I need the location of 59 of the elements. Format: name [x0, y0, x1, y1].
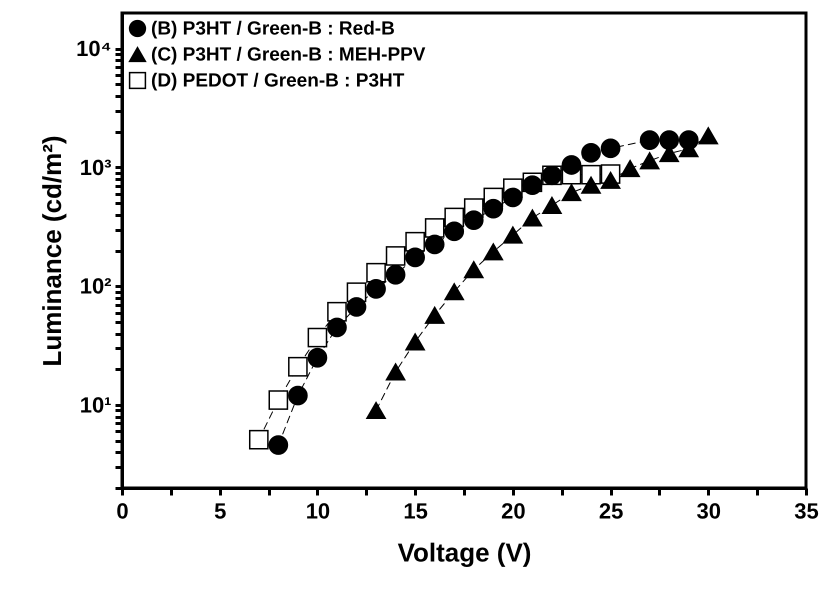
x-tick-label: 15 [403, 498, 428, 524]
x-tick-label: 5 [214, 498, 226, 524]
point [268, 435, 288, 455]
point [678, 130, 699, 150]
point [386, 246, 406, 266]
point [503, 226, 523, 244]
point [698, 127, 718, 144]
point [327, 318, 347, 338]
legend-label: (D) PEDOT / Green-B : P3HT [151, 70, 405, 92]
point [308, 348, 328, 368]
point [522, 209, 542, 227]
point [346, 297, 366, 317]
point [600, 138, 620, 158]
point [640, 152, 660, 170]
point [581, 142, 601, 163]
point [288, 386, 308, 406]
point [659, 130, 680, 150]
point [444, 222, 464, 242]
point [386, 264, 406, 285]
point [562, 184, 582, 202]
point [366, 262, 386, 283]
x-tick-label: 25 [598, 498, 624, 524]
point [503, 188, 523, 208]
point [248, 430, 269, 450]
point [366, 402, 386, 420]
y-axis-title: Luminance (cd/m²) [37, 135, 68, 367]
point [483, 243, 504, 260]
y-tick-label: 10¹ [80, 392, 112, 418]
y-tick-label: 10³ [80, 154, 112, 180]
x-tick-label: 35 [794, 498, 819, 524]
point [424, 234, 445, 254]
x-axis-title: Voltage (V) [398, 538, 532, 568]
y-tick-label: 10² [80, 274, 112, 299]
point [640, 130, 660, 150]
point [405, 333, 425, 350]
point [483, 198, 504, 218]
point [424, 218, 445, 238]
x-tick-label: 20 [501, 498, 526, 524]
x-tick-label: 0 [116, 498, 129, 524]
x-tick-label: 30 [696, 498, 722, 524]
point [464, 261, 484, 278]
point [366, 279, 386, 299]
x-tick-label: 10 [306, 498, 330, 524]
point [268, 390, 288, 410]
point [308, 328, 328, 348]
legend-label: (C) P3HT / Green-B : MEH-PPV [151, 44, 426, 66]
point [600, 172, 620, 189]
point [444, 283, 464, 300]
point [386, 363, 406, 381]
point [424, 306, 445, 324]
point [464, 210, 484, 230]
point [620, 160, 640, 178]
point [288, 356, 308, 377]
point [542, 196, 562, 214]
y-tick-label: 10⁴ [76, 36, 112, 62]
point [581, 176, 601, 194]
legend-label: (B) P3HT / Green-B : Red-B [151, 18, 395, 40]
point [405, 248, 425, 268]
point [562, 155, 582, 175]
